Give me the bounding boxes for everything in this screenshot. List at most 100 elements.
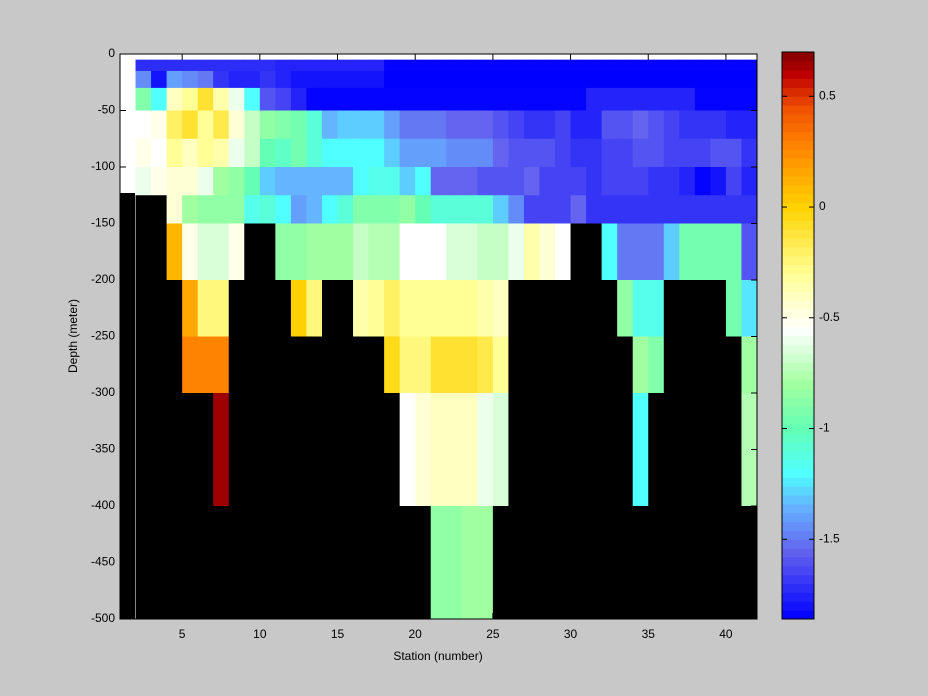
nan-cell: [151, 280, 168, 337]
cell: [461, 167, 478, 196]
cell: [679, 223, 696, 281]
cell: [275, 87, 292, 111]
cell: [337, 167, 354, 196]
colorbar-step: [782, 521, 814, 531]
colorbar-step: [782, 459, 814, 469]
nan-cell: [617, 393, 634, 507]
cell: [197, 70, 214, 89]
cell: [461, 110, 478, 140]
nan-cell: [135, 393, 152, 507]
nan-cell: [151, 195, 168, 224]
cell: [555, 195, 572, 224]
x-tick-label: 35: [642, 627, 656, 641]
colorbar-step: [782, 308, 814, 319]
colorbar-step: [782, 220, 814, 230]
cell: [275, 59, 292, 72]
y-tick-label: -100: [91, 159, 115, 173]
cell: [182, 336, 199, 394]
cell: [166, 167, 183, 196]
nan-cell: [663, 393, 680, 507]
cell: [725, 110, 742, 140]
cell: [492, 195, 509, 224]
cell: [725, 87, 742, 111]
cell: [570, 87, 587, 111]
cell: [477, 223, 494, 281]
colorbar-tick-label: -1.5: [819, 531, 840, 545]
nan-cell: [275, 280, 292, 337]
colorbar-step: [782, 379, 814, 390]
cell: [213, 110, 230, 140]
cell: [492, 223, 509, 281]
cell: [539, 195, 556, 224]
cell: [337, 70, 354, 89]
nan-cell: [135, 336, 152, 394]
cell: [446, 223, 463, 281]
cell: [290, 138, 307, 168]
cell: [244, 59, 261, 72]
cell: [461, 223, 478, 281]
cell: [570, 138, 587, 168]
cell: [415, 110, 432, 140]
cell: [135, 110, 152, 140]
nan-cell: [321, 280, 339, 337]
cell: [601, 223, 618, 281]
colorbar-step: [782, 432, 814, 443]
nan-cell: [679, 393, 696, 507]
nan-cell: [399, 506, 416, 620]
cell: [461, 195, 478, 224]
colorbar-step: [782, 300, 814, 310]
cell: [430, 223, 447, 281]
nan-cell: [135, 280, 152, 337]
cell: [492, 336, 509, 394]
nan-cell: [570, 393, 587, 507]
cell: [430, 393, 447, 507]
cell: [182, 167, 199, 196]
cell: [353, 195, 370, 224]
cell: [555, 223, 572, 281]
colorbar-step: [782, 565, 814, 576]
colorbar-step: [782, 388, 814, 399]
cell: [368, 59, 385, 72]
nan-cell: [601, 506, 618, 620]
cell: [213, 138, 230, 168]
nan-cell: [275, 393, 292, 507]
cell: [399, 280, 416, 337]
nan-cell: [259, 223, 276, 281]
cell: [477, 167, 494, 196]
cell: [337, 138, 354, 168]
colorbar-step: [782, 362, 814, 372]
cell: [166, 70, 183, 89]
nan-cell: [601, 280, 618, 337]
nan-cell: [570, 223, 587, 281]
nan-cell: [306, 506, 323, 620]
nan-cell: [523, 393, 540, 507]
nan-cell: [353, 393, 370, 507]
cell: [151, 110, 168, 140]
cell: [617, 59, 634, 72]
cell: [166, 195, 183, 224]
cell: [275, 70, 292, 89]
cell: [477, 138, 494, 168]
cell: [446, 195, 463, 224]
cell: [228, 70, 245, 89]
cell: [710, 167, 727, 196]
cell: [259, 195, 276, 224]
cell: [166, 110, 183, 140]
nan-cell: [368, 336, 385, 394]
cell: [617, 280, 634, 337]
colorbar-step: [782, 486, 814, 496]
x-axis-label: Station (number): [393, 649, 482, 663]
cell: [213, 167, 230, 196]
cell: [259, 87, 276, 111]
cell: [182, 70, 199, 89]
nan-cell: [663, 336, 680, 394]
cell: [306, 138, 323, 168]
y-tick-label: -250: [91, 329, 115, 343]
cell: [648, 70, 665, 89]
cell: [446, 87, 463, 111]
cell: [601, 167, 618, 196]
cell: [197, 280, 214, 337]
cell: [151, 87, 168, 111]
colorbar-step: [782, 335, 814, 345]
cell: [492, 280, 509, 337]
